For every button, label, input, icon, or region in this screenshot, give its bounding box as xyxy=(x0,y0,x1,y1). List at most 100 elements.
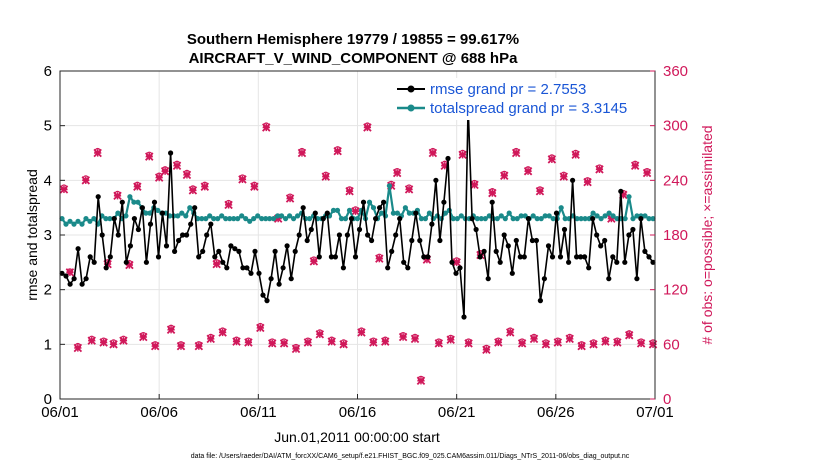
obs-assimilated-marker xyxy=(345,187,354,196)
legend-rmse-marker xyxy=(407,85,415,93)
rmse-point xyxy=(348,216,355,222)
rmse-point xyxy=(115,232,121,238)
rmse-point xyxy=(433,177,439,183)
totalspread-point xyxy=(458,213,464,219)
rmse-point xyxy=(208,221,214,227)
y-ticks-left: 0 1 2 3 4 5 6 xyxy=(44,63,65,408)
rmse-point xyxy=(147,221,154,227)
totalspread-point xyxy=(622,216,628,222)
totalspread-point xyxy=(610,213,616,219)
totalspread-point xyxy=(590,210,596,216)
rmse-point xyxy=(549,254,556,260)
obs-assimilated-marker xyxy=(589,340,598,349)
obs-assimilated-marker xyxy=(139,332,148,342)
totalspread-point xyxy=(239,213,245,219)
obs-assimilated-marker xyxy=(601,337,610,346)
obs-assimilated-marker xyxy=(642,168,652,178)
rmse-point xyxy=(570,177,576,183)
rmse-point xyxy=(200,248,206,254)
rmse-point xyxy=(485,276,491,282)
rmse-point xyxy=(264,298,270,304)
obs-assimilated-marker xyxy=(285,194,295,203)
totalspread-point xyxy=(59,216,65,222)
rmse-point xyxy=(525,216,532,222)
rmse-point xyxy=(441,199,447,205)
totalspread-point xyxy=(426,210,432,216)
totalspread-point xyxy=(223,216,229,222)
obs-assimilated-marker xyxy=(200,182,210,191)
totalspread-point xyxy=(542,213,548,219)
rmse-point xyxy=(320,216,326,222)
rmse-point xyxy=(393,232,399,238)
chart-title-line2: AIRCRAFT_V_WIND_COMPONENT @ 688 hPa xyxy=(189,50,519,67)
rmse-point xyxy=(316,254,322,260)
totalspread-point xyxy=(330,207,337,213)
obs-assimilated-marker xyxy=(446,335,455,345)
totalspread-point xyxy=(514,216,520,222)
obs-assimilated-marker xyxy=(113,191,122,201)
rmse-point xyxy=(497,259,503,265)
rmse-point xyxy=(248,270,254,276)
rmse-point xyxy=(638,216,644,222)
totalspread-point xyxy=(235,216,241,222)
y-tick-label-right: 180 xyxy=(663,227,688,244)
rmse-point xyxy=(477,254,483,260)
obs-assimilated-marker xyxy=(232,337,241,346)
y-axis-label-left: rmse and totalspread xyxy=(24,169,40,301)
totalspread-point xyxy=(346,207,353,213)
obs-assimilated-marker xyxy=(321,172,331,181)
rmse-point xyxy=(236,248,242,254)
totalspread-point xyxy=(598,216,604,222)
totalspread-point xyxy=(534,216,540,222)
legend-spread-marker xyxy=(407,104,415,112)
obs-assimilated-marker xyxy=(577,341,586,351)
rmse-point xyxy=(119,199,125,205)
obs-assimilated-marker xyxy=(464,339,473,348)
rmse-point xyxy=(180,232,186,238)
totalspread-point xyxy=(558,205,564,211)
rmse-point xyxy=(578,254,584,260)
rmse-point xyxy=(541,276,548,282)
totalspread-point xyxy=(207,213,213,219)
totalspread-point xyxy=(378,210,385,216)
obs-assimilated-marker xyxy=(339,340,348,349)
obs-assimilated-marker xyxy=(505,328,515,337)
x-ticks: 06/01 06/06 06/11 06/16 06/21 06/26 07/01 xyxy=(41,394,674,421)
rmse-point xyxy=(340,265,346,271)
totalspread-point xyxy=(155,207,161,213)
rmse-point xyxy=(308,226,314,233)
obs-assimilated-marker xyxy=(182,170,192,180)
totalspread-point xyxy=(107,216,113,222)
obs-assimilated-marker xyxy=(500,171,509,181)
rmse-point xyxy=(389,248,395,254)
obs-assimilated-marker xyxy=(565,334,574,344)
rmse-point xyxy=(99,232,105,238)
obs-assimilated-marker xyxy=(523,166,533,176)
rmse-point xyxy=(397,216,403,222)
obs-assimilated-marker xyxy=(218,328,227,337)
rmse-point xyxy=(469,216,475,222)
rmse-point xyxy=(461,314,467,320)
totalspread-point xyxy=(562,216,568,222)
obs-assimilated-marker xyxy=(511,148,521,158)
obs-assimilated-marker xyxy=(93,148,102,158)
totalspread-point xyxy=(227,216,233,222)
rmse-point xyxy=(328,254,334,260)
y-axis-label-right: # of obs: o=possible; ×=assimilated xyxy=(699,125,715,344)
obs-assimilated-marker xyxy=(529,334,539,344)
totalspread-point xyxy=(582,216,588,222)
totalspread-point xyxy=(498,213,504,219)
rmse-point xyxy=(453,270,459,276)
rmse-point xyxy=(155,254,162,260)
obs-assimilated-marker xyxy=(238,175,247,184)
obs-assimilated-marker xyxy=(636,339,646,348)
y-tick-label-left: 3 xyxy=(44,227,52,244)
rmse-point xyxy=(83,276,89,282)
totalspread-point xyxy=(402,205,408,211)
obs-assimilated-marker xyxy=(206,334,215,344)
totalspread-point xyxy=(650,216,656,222)
rmse-point xyxy=(545,243,552,249)
totalspread-point xyxy=(275,213,281,219)
totalspread-point xyxy=(442,210,448,216)
